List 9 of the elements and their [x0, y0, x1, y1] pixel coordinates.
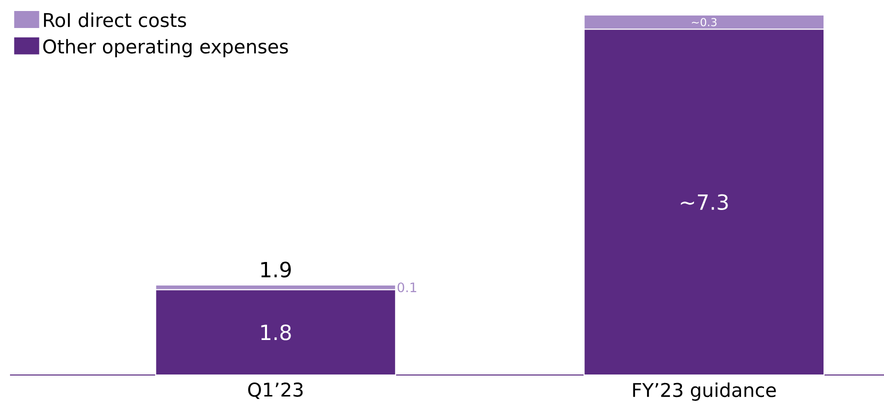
total-label: 1.9	[261, 262, 291, 278]
data-label: 0.1	[398, 282, 416, 292]
data-label: 1.8	[261, 324, 291, 340]
x-tick-label: FY’23 guidance	[633, 382, 776, 401]
data-label: ~0.3	[692, 18, 716, 26]
x-tick-label: Q1’23	[248, 382, 303, 399]
legend-label: RoI direct costs	[44, 12, 186, 28]
legend-label: Other operating expenses	[43, 38, 288, 58]
data-label: ~7.3	[680, 194, 728, 210]
